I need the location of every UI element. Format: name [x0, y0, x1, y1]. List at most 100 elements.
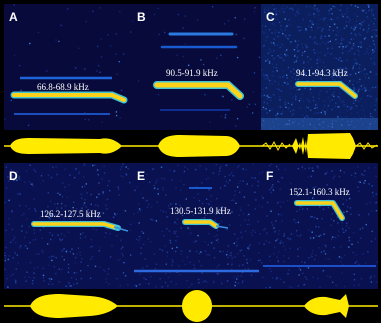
noise-speckle: [57, 192, 59, 194]
noise-speckle: [365, 50, 368, 52]
noise-speckle: [339, 111, 341, 113]
noise-speckle: [235, 241, 238, 243]
noise-speckle: [304, 168, 306, 170]
noise-speckle: [320, 111, 322, 114]
noise-speckle: [193, 241, 195, 243]
noise-speckle: [265, 74, 268, 76]
noise-speckle: [264, 228, 266, 230]
noise-speckle: [225, 164, 227, 166]
noise-speckle: [8, 180, 10, 182]
noise-speckle: [193, 264, 195, 266]
noise-speckle: [14, 237, 16, 239]
noise-speckle: [347, 51, 349, 53]
noise-speckle: [357, 49, 359, 51]
noise-speckle: [26, 271, 28, 273]
noise-speckle: [32, 239, 35, 241]
noise-speckle: [345, 68, 348, 70]
noise-speckle: [278, 251, 280, 253]
noise-speckle: [306, 45, 308, 47]
noise-speckle: [99, 247, 101, 249]
noise-speckle: [174, 232, 176, 235]
noise-speckle: [51, 234, 54, 236]
noise-speckle: [283, 5, 285, 7]
noise-speckle: [353, 25, 356, 27]
noise-speckle: [298, 70, 300, 72]
noise-speckle: [367, 4, 369, 6]
noise-speckle: [302, 18, 304, 20]
noise-speckle: [350, 32, 353, 35]
noise-speckle: [242, 180, 244, 182]
noise-speckle: [281, 45, 283, 47]
noise-speckle: [252, 91, 255, 93]
noise-speckle: [166, 216, 169, 218]
noise-speckle: [298, 12, 300, 14]
noise-speckle: [236, 244, 238, 247]
noise-speckle: [307, 107, 310, 109]
noise-speckle: [26, 247, 29, 250]
noise-speckle: [64, 250, 67, 252]
noise-speckle: [179, 274, 181, 276]
noise-speckle: [63, 235, 66, 237]
noise-speckle: [327, 96, 329, 99]
noise-speckle: [31, 183, 33, 185]
noise-speckle: [119, 285, 121, 287]
noise-speckle: [135, 285, 138, 287]
noise-speckle: [310, 255, 312, 257]
noise-speckle: [246, 262, 248, 264]
noise-speckle: [280, 214, 283, 216]
noise-speckle: [84, 68, 86, 70]
noise-speckle: [220, 281, 223, 284]
panel-b-waveform: [158, 135, 240, 157]
noise-speckle: [266, 101, 269, 103]
noise-speckle: [371, 86, 374, 89]
noise-speckle: [313, 8, 316, 10]
noise-speckle: [270, 99, 272, 102]
noise-speckle: [97, 174, 99, 176]
noise-speckle: [312, 237, 315, 239]
noise-speckle: [276, 113, 279, 115]
noise-speckle: [117, 259, 119, 262]
noise-speckle: [186, 256, 189, 258]
noise-speckle: [358, 71, 360, 74]
noise-speckle: [142, 232, 145, 234]
noise-speckle: [101, 178, 103, 180]
noise-speckle: [339, 76, 341, 78]
noise-speckle: [189, 261, 191, 264]
noise-speckle: [269, 286, 271, 289]
noise-speckle: [301, 206, 303, 208]
noise-speckle: [59, 238, 61, 240]
noise-speckle: [374, 29, 376, 31]
noise-speckle: [268, 62, 271, 65]
noise-speckle: [375, 175, 377, 177]
noise-speckle: [127, 167, 129, 170]
noise-speckle: [29, 164, 31, 166]
noise-speckle: [354, 27, 356, 29]
noise-speckle: [191, 283, 193, 286]
noise-speckle: [213, 247, 215, 249]
noise-speckle: [295, 60, 297, 63]
noise-speckle: [258, 242, 260, 244]
noise-speckle: [5, 257, 7, 260]
noise-speckle: [103, 172, 106, 174]
noise-speckle: [289, 238, 292, 240]
noise-speckle: [220, 115, 222, 118]
noise-speckle: [264, 108, 266, 111]
noise-speckle: [38, 253, 40, 255]
noise-speckle: [332, 177, 334, 179]
noise-speckle: [79, 219, 82, 221]
noise-speckle: [342, 197, 344, 200]
noise-speckle: [157, 193, 159, 195]
noise-speckle: [319, 43, 321, 46]
noise-speckle: [358, 100, 360, 102]
noise-speckle: [290, 233, 293, 235]
noise-speckle: [372, 14, 374, 16]
noise-speckle: [349, 108, 352, 110]
noise-speckle: [69, 174, 71, 176]
noise-speckle: [344, 67, 347, 69]
noise-speckle: [48, 216, 50, 219]
noise-speckle: [225, 254, 228, 256]
noise-speckle: [297, 50, 299, 53]
noise-speckle: [228, 224, 231, 226]
noise-speckle: [367, 167, 370, 169]
panel-d-call-tail: [113, 226, 129, 232]
